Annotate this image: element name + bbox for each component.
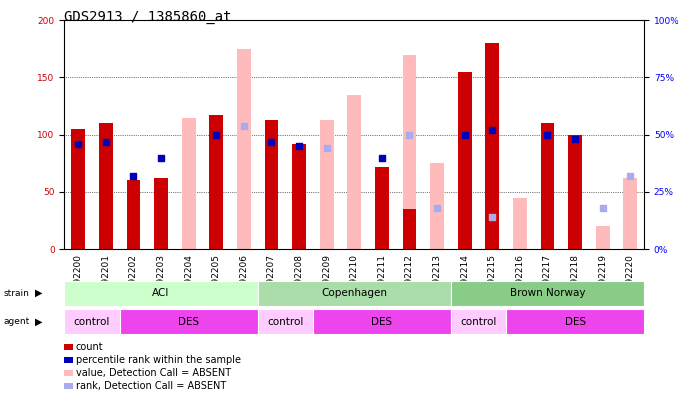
Point: [542, 131, 553, 138]
Bar: [210, 115, 223, 249]
Point: [128, 173, 139, 179]
Text: ▶: ▶: [35, 288, 43, 298]
Point: [211, 131, 222, 138]
Text: DES: DES: [178, 317, 199, 326]
Point: [100, 138, 111, 145]
Point: [294, 143, 304, 149]
Text: control: control: [267, 317, 304, 326]
Bar: [513, 198, 527, 249]
Bar: [154, 178, 168, 249]
Point: [432, 205, 443, 211]
Bar: [403, 55, 416, 249]
Text: GDS2913 / 1385860_at: GDS2913 / 1385860_at: [64, 10, 232, 24]
Bar: [485, 43, 499, 249]
Point: [459, 131, 470, 138]
Bar: [182, 117, 195, 249]
Bar: [623, 178, 637, 249]
Bar: [568, 134, 582, 249]
Point: [625, 173, 636, 179]
Point: [266, 138, 277, 145]
Text: control: control: [460, 317, 497, 326]
Text: count: count: [76, 342, 104, 352]
Bar: [403, 209, 416, 249]
Text: strain: strain: [3, 289, 29, 298]
Text: DES: DES: [372, 317, 393, 326]
Bar: [596, 226, 610, 249]
Text: value, Detection Call = ABSENT: value, Detection Call = ABSENT: [76, 368, 231, 378]
Text: Brown Norway: Brown Norway: [510, 288, 585, 298]
Text: DES: DES: [565, 317, 586, 326]
Point: [487, 127, 498, 133]
Point: [156, 154, 167, 161]
Point: [376, 154, 387, 161]
Point: [487, 214, 498, 220]
Text: ▶: ▶: [35, 317, 43, 326]
Bar: [71, 129, 85, 249]
Point: [321, 145, 332, 151]
Bar: [375, 167, 388, 249]
Point: [404, 131, 415, 138]
Bar: [430, 163, 444, 249]
Text: rank, Detection Call = ABSENT: rank, Detection Call = ABSENT: [76, 381, 226, 391]
Text: agent: agent: [3, 317, 30, 326]
Bar: [320, 120, 334, 249]
Point: [597, 205, 608, 211]
Text: ACI: ACI: [153, 288, 170, 298]
Text: Copenhagen: Copenhagen: [321, 288, 387, 298]
Bar: [237, 49, 251, 249]
Text: control: control: [74, 317, 111, 326]
Bar: [292, 144, 306, 249]
Point: [73, 141, 83, 147]
Text: percentile rank within the sample: percentile rank within the sample: [76, 355, 241, 365]
Bar: [458, 72, 472, 249]
Bar: [127, 181, 140, 249]
Bar: [99, 123, 113, 249]
Point: [570, 136, 580, 143]
Bar: [347, 95, 361, 249]
Bar: [540, 123, 555, 249]
Bar: [264, 120, 279, 249]
Point: [239, 122, 250, 129]
